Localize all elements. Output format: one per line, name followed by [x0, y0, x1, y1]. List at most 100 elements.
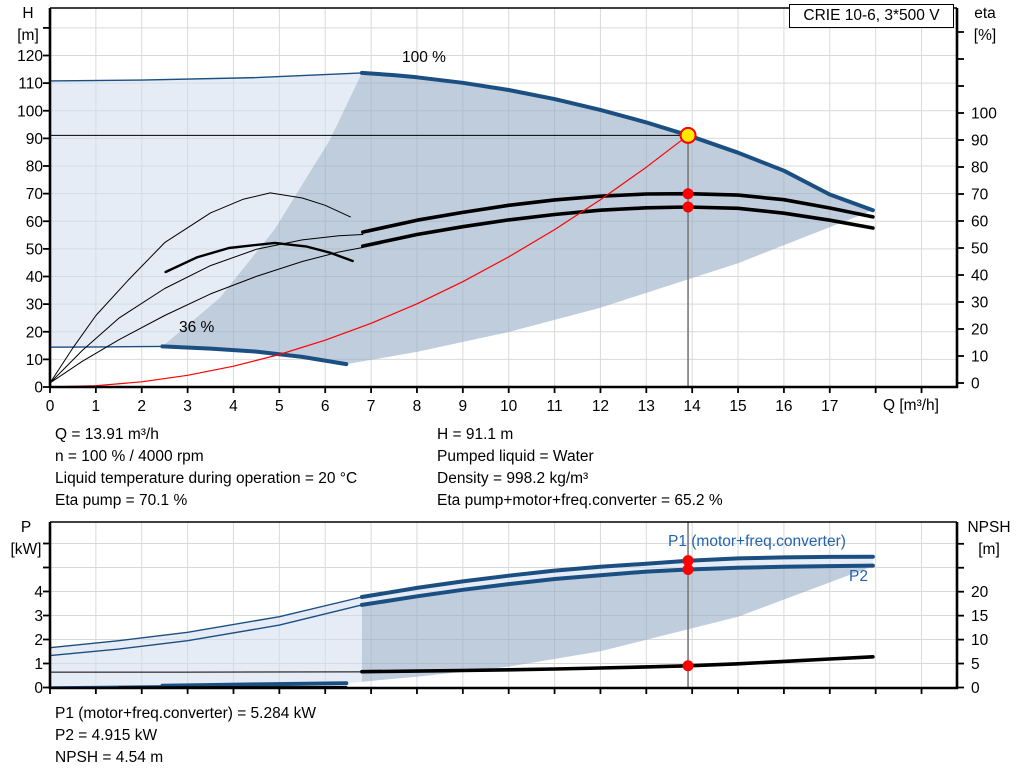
p1-curve — [359, 554, 875, 599]
y-tick-label: 120 — [17, 48, 43, 65]
head-capacity-chart: 0 1 2 3 4 5 6 7 8 9 10 11 12 13 14 15 16 1701020304050607… — [17, 7, 997, 415]
info-line-liquid: Pumped liquid = Water — [437, 448, 594, 465]
y-tick-label: 1 — [34, 656, 43, 673]
y-tick-label: 20 — [26, 324, 44, 341]
speed-36-extension — [49, 345, 164, 348]
y-tick-label: 60 — [971, 214, 989, 231]
y-tick-label: 100 — [971, 106, 997, 123]
x-tick-label: 8 — [413, 398, 422, 415]
eta-arc-1 — [49, 192, 351, 384]
eta-axis-title: eta [%] — [962, 3, 1008, 47]
info-line-npsh: NPSH = 4.54 m — [55, 749, 164, 766]
info-line-temp: Liquid temperature during operation = 20… — [55, 470, 358, 487]
y-tick-label: 40 — [26, 269, 44, 286]
power-info-block: P1 (motor+freq.converter) = 5.284 kW P2 … — [55, 703, 316, 769]
duty-eta-dot — [682, 188, 694, 200]
y-tick-label: 40 — [971, 268, 989, 285]
y-tick-label: 0 — [34, 380, 43, 397]
eta-pump-curve — [361, 191, 875, 234]
y-tick-label: 20 — [971, 584, 989, 601]
speed-100-extension — [49, 72, 363, 82]
y-tick-label: 80 — [971, 160, 989, 177]
p2-curve-label: P2 — [849, 568, 868, 585]
eta-arc-2 — [49, 234, 364, 384]
y-tick-label: 80 — [26, 159, 44, 176]
x-tick-label: 9 — [459, 398, 468, 415]
y-tick-label: 10 — [971, 632, 989, 649]
y-tick-label: 0 — [971, 680, 980, 697]
p1-extension — [49, 596, 363, 649]
head-axis-title: H [m] — [6, 3, 50, 47]
power-axis-name: P — [20, 519, 32, 536]
y-tick-label: 50 — [971, 241, 989, 258]
x-tick-label: 12 — [592, 398, 609, 415]
p1-curve-label: P1 (motor+freq.converter) — [668, 533, 846, 550]
speed-36-label: 36 % — [179, 319, 215, 336]
power-axis-unit: [kW] — [10, 541, 42, 558]
npsh-axis-name: NPSH — [967, 519, 1011, 536]
y-tick-label: 15 — [971, 608, 988, 625]
duty-info-right: H = 91.1 m Pumped liquid = Water Density… — [437, 424, 723, 512]
eta-arc-3 — [49, 247, 364, 384]
flow-axis-title: Q [m³/h] — [883, 397, 939, 414]
y-tick-label: 90 — [971, 133, 989, 150]
y-tick-label: 60 — [26, 214, 44, 231]
y-tick-label: 0 — [34, 680, 43, 697]
y-tick-label: 50 — [26, 241, 44, 258]
x-tick-label: 7 — [367, 398, 376, 415]
y-tick-label: 100 — [17, 103, 43, 120]
y-tick-label: 30 — [971, 295, 989, 312]
y-tick-label: 70 — [26, 186, 44, 203]
power-npsh-chart: 0 1 2 3 4 0 5 10 15 20 — [34, 521, 989, 697]
info-line-q: Q = 13.91 m³/h — [55, 426, 159, 443]
y-tick-label: 0 — [971, 376, 980, 393]
info-line-h: H = 91.1 m — [437, 426, 514, 443]
info-line-density: Density = 998.2 kg/m³ — [437, 470, 589, 487]
power-envelope-dark — [346, 565, 873, 684]
pump-title-box: CRIE 10-6, 3*500 V — [789, 4, 954, 28]
head-axis-name: H — [22, 5, 34, 22]
x-tick-label: 13 — [638, 398, 655, 415]
y-tick-label: 5 — [971, 656, 980, 673]
x-tick-label: 11 — [547, 398, 563, 415]
eta-axis-unit: [%] — [973, 27, 997, 44]
y-tick-label: 30 — [26, 297, 44, 314]
power-lower-light — [50, 604, 362, 687]
y-tick-label: 70 — [971, 187, 989, 204]
control-curve — [49, 134, 689, 388]
x-tick-label: 15 — [729, 398, 746, 415]
info-line-p2: P2 = 4.915 kW — [55, 727, 158, 744]
eta-36-arc — [164, 241, 354, 274]
x-tick-label: 17 — [821, 398, 838, 415]
y-tick-label: 3 — [34, 608, 43, 625]
speed-100-curve — [359, 70, 875, 213]
x-tick-label: 16 — [775, 398, 792, 415]
x-tick-label: 10 — [500, 398, 518, 415]
speed-36-curve — [160, 344, 349, 367]
y-tick-label: 110 — [18, 76, 43, 93]
tick-labels: 0 1 2 3 4 0 5 10 15 20 — [34, 584, 988, 697]
x-tick-label: 5 — [275, 398, 284, 415]
x-tick-label: 6 — [321, 398, 330, 415]
head-axis-unit: [m] — [17, 27, 39, 44]
y-tick-label: 10 — [26, 352, 44, 369]
x-tick-label: 3 — [183, 398, 192, 415]
duty-eta-dot — [682, 201, 694, 213]
x-tick-label: 0 — [46, 398, 55, 415]
y-tick-label: 90 — [26, 131, 44, 148]
info-line-eta-total: Eta pump+motor+freq.converter = 65.2 % — [437, 492, 723, 509]
eta-pump-motor-curve — [361, 205, 875, 248]
duty-dot — [682, 564, 694, 576]
ticks — [43, 26, 964, 393]
duty-info-left: Q = 13.91 m³/h n = 100 % / 4000 rpm Liqu… — [55, 424, 357, 512]
x-tick-label: 1 — [92, 398, 101, 415]
npsh-curve — [360, 655, 875, 674]
y-tick-label: 10 — [971, 349, 989, 366]
duty-dot — [682, 660, 694, 672]
x-tick-label: 14 — [684, 398, 702, 415]
info-line-n: n = 100 % / 4000 rpm — [55, 448, 204, 465]
power-axis-title: P [kW] — [2, 517, 50, 561]
ticks — [43, 542, 964, 694]
duty-point — [679, 126, 697, 144]
